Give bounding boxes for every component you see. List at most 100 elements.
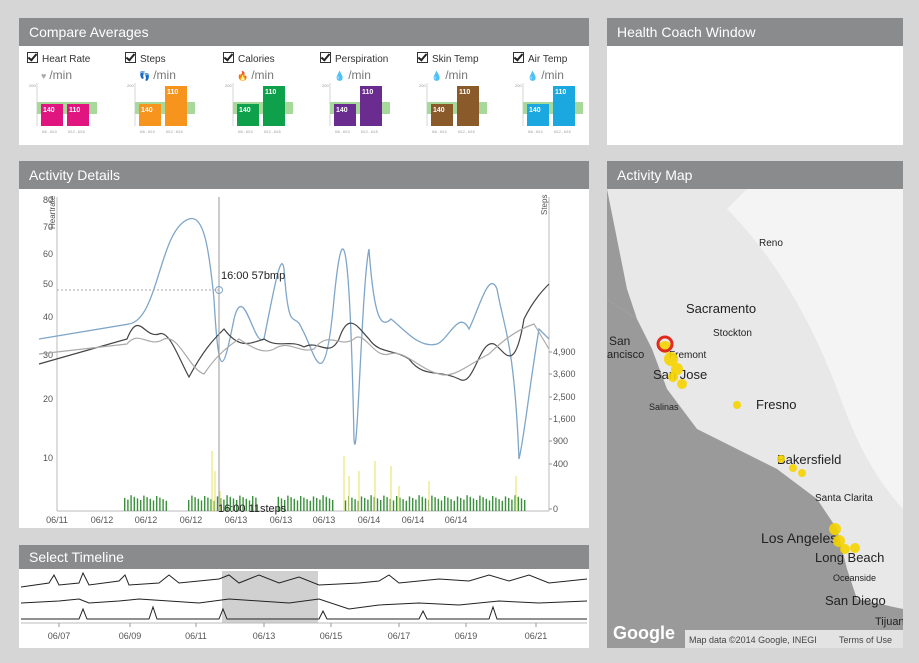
metric-bar-chart: 200 140 110 6/6 - 6/10 6/12 - 6/15 bbox=[127, 83, 195, 134]
steps-bar bbox=[248, 500, 251, 511]
activity-dot bbox=[671, 363, 683, 375]
steps-bar bbox=[204, 496, 206, 511]
steps-bar bbox=[479, 495, 481, 511]
metric-heart-rate[interactable]: Heart Rate ♥/min 200 140 110 6/6 - 6/10 6/12 -… bbox=[27, 52, 117, 142]
metric-header[interactable]: Steps bbox=[125, 52, 215, 65]
bar-high-label: 110 bbox=[167, 89, 178, 96]
metric-label: Heart Rate bbox=[42, 54, 91, 65]
bar-low bbox=[334, 104, 356, 126]
steps-bar bbox=[367, 499, 369, 511]
svg-text:200: 200 bbox=[29, 83, 36, 88]
bar-high-label: 110 bbox=[265, 89, 276, 96]
metric-label: Air Temp bbox=[528, 54, 568, 65]
checkbox[interactable] bbox=[223, 52, 234, 63]
city-label: Salinas bbox=[649, 402, 679, 412]
city-label: San Diego bbox=[825, 593, 886, 608]
steps-bar bbox=[399, 497, 401, 511]
steps-bar bbox=[152, 500, 155, 511]
city-label: Oceanside bbox=[833, 573, 876, 583]
x-tick: 06/14 bbox=[445, 515, 468, 525]
steps-bar bbox=[520, 498, 523, 511]
metric-unit: ♥/min bbox=[41, 68, 117, 82]
bar-high bbox=[263, 86, 285, 126]
svg-text:6/6 - 6/10: 6/6 - 6/10 bbox=[140, 130, 155, 134]
checkbox[interactable] bbox=[320, 52, 331, 63]
steps-bar bbox=[242, 497, 244, 511]
steps-bar bbox=[149, 498, 151, 511]
steps-bar bbox=[380, 500, 382, 511]
metric-calories[interactable]: Calories 🔥/min 200 140 110 6/6 - 6/10 6/12 - 6… bbox=[223, 52, 313, 142]
city-label: Tijuana bbox=[875, 616, 903, 628]
steps-tick: 3,600 bbox=[553, 369, 576, 379]
timeline-tick: 06/15 bbox=[320, 631, 343, 641]
bar-low-label: 140 bbox=[529, 107, 541, 114]
steps-bar bbox=[325, 496, 327, 511]
svg-text:6/12 - 6/15: 6/12 - 6/15 bbox=[166, 130, 183, 134]
metric-unit: 💧/min bbox=[431, 68, 507, 82]
hr-tick: 70 bbox=[43, 222, 53, 232]
metric-header[interactable]: Heart Rate bbox=[27, 52, 117, 65]
footsteps-icon: 👣 bbox=[139, 71, 151, 81]
svg-text:6/6 - 6/10: 6/6 - 6/10 bbox=[335, 130, 350, 134]
metric-header[interactable]: Air Temp bbox=[513, 52, 603, 65]
map-view[interactable]: Reno Sacramento Stockton Fremont San Jose San… bbox=[607, 189, 912, 648]
google-logo: Google bbox=[613, 623, 675, 643]
activity-chart[interactable]: 80 70 60 50 40 30 20 10 Heartrate Steps 4,900 3,600… bbox=[19, 189, 589, 528]
steps-bar bbox=[188, 500, 190, 511]
checkbox[interactable] bbox=[513, 52, 524, 63]
metric-header[interactable]: Calories bbox=[223, 52, 313, 65]
steps-bar bbox=[437, 498, 439, 511]
steps-bar bbox=[162, 499, 164, 511]
steps-bar bbox=[460, 498, 462, 511]
metric-perspiration[interactable]: Perspiration 💧/min 200 140 110 6/6 - 6/10 6/12… bbox=[320, 52, 410, 142]
health-coach-title: Health Coach Window bbox=[607, 18, 903, 46]
steps-axis-label: Steps bbox=[540, 195, 549, 215]
map-attribution: Map data ©2014 Google, INEGI bbox=[689, 635, 817, 645]
timeline-tick: 06/13 bbox=[253, 631, 276, 641]
steps-bar bbox=[159, 497, 161, 511]
activity-dot bbox=[668, 372, 678, 382]
city-label: Los Angeles bbox=[761, 530, 837, 546]
steps-bar bbox=[207, 497, 209, 511]
metric-skin-temp[interactable]: Skin Temp 💧/min 200 140 110 6/6 - 6/10 6/12 - … bbox=[417, 52, 507, 142]
checkbox[interactable] bbox=[417, 52, 428, 63]
bar-high bbox=[360, 86, 382, 126]
metric-bar-chart: 200 140 110 6/6 - 6/10 6/12 - 6/15 bbox=[29, 83, 97, 134]
steps-bar bbox=[303, 497, 305, 511]
steps-tick: 0 bbox=[553, 504, 558, 514]
svg-text:200: 200 bbox=[515, 83, 522, 88]
steps-bar bbox=[146, 497, 148, 511]
steps-bar bbox=[293, 498, 295, 511]
steps-bar bbox=[165, 500, 167, 511]
unit-text: /min bbox=[348, 68, 371, 82]
steps-bar bbox=[514, 495, 516, 511]
steps-bar bbox=[405, 500, 407, 511]
svg-text:6/12 - 6/15: 6/12 - 6/15 bbox=[264, 130, 281, 134]
steps-bar bbox=[354, 499, 356, 511]
checkbox[interactable] bbox=[125, 52, 136, 63]
steps-tick: 4,900 bbox=[553, 347, 576, 357]
metric-air-temp[interactable]: Air Temp 💧/min 200 140 110 6/6 - 6/10 6/12 - 6… bbox=[513, 52, 603, 142]
steps-bar bbox=[300, 496, 302, 511]
steps-bar bbox=[415, 499, 417, 511]
hr-tick: 50 bbox=[43, 279, 53, 289]
svg-text:6/12 - 6/15: 6/12 - 6/15 bbox=[554, 130, 571, 134]
terms-of-use-link[interactable]: Terms of Use bbox=[839, 635, 892, 645]
metric-unit: 💧/min bbox=[527, 68, 603, 82]
x-tick: 06/13 bbox=[225, 515, 248, 525]
metric-header[interactable]: Skin Temp bbox=[417, 52, 507, 65]
steps-bar bbox=[344, 500, 347, 511]
steps-bar bbox=[290, 497, 292, 511]
metric-header[interactable]: Perspiration bbox=[320, 52, 410, 65]
timeline-chart[interactable]: 06/07 06/09 06/11 06/13 06/15 06/17 06/19 06/21 bbox=[19, 569, 589, 648]
bar-low bbox=[237, 104, 259, 126]
activity-dot bbox=[677, 379, 687, 389]
steps-bar bbox=[252, 496, 254, 511]
bar-low-label: 140 bbox=[43, 107, 55, 114]
steps-bar bbox=[223, 499, 225, 511]
metric-steps[interactable]: Steps 👣/min 200 140 110 6/6 - 6/10 6/12 - 6/15 bbox=[125, 52, 215, 142]
checkbox[interactable] bbox=[27, 52, 38, 63]
bar-low-label: 140 bbox=[433, 107, 445, 114]
steps-bar bbox=[498, 499, 500, 511]
bar-low bbox=[527, 104, 549, 126]
